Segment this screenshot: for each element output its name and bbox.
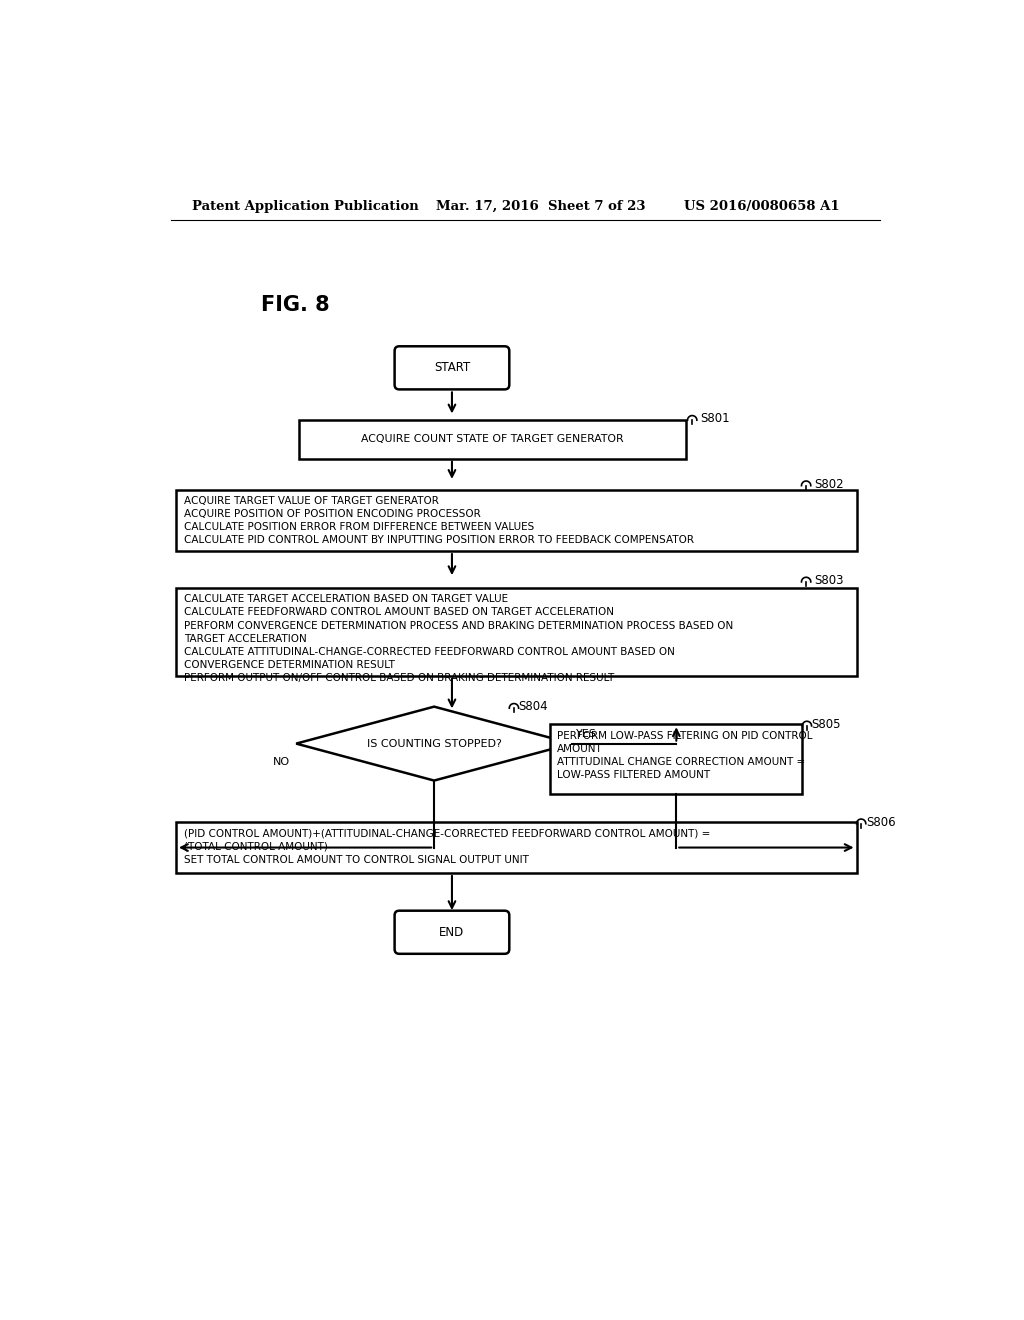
Text: ACQUIRE COUNT STATE OF TARGET GENERATOR: ACQUIRE COUNT STATE OF TARGET GENERATOR [360, 434, 624, 445]
Text: Mar. 17, 2016  Sheet 7 of 23: Mar. 17, 2016 Sheet 7 of 23 [436, 199, 646, 213]
Bar [550, 725, 802, 793]
Text: S803: S803 [814, 574, 844, 587]
Text: (PID CONTROL AMOUNT)+(ATTITUDINAL-CHANGE-CORRECTED FEEDFORWARD CONTROL AMOUNT) =: (PID CONTROL AMOUNT)+(ATTITUDINAL-CHANGE… [183, 829, 711, 865]
Text: PERFORM LOW-PASS FILTERING ON PID CONTROL
AMOUNT
ATTITUDINAL CHANGE CORRECTION A: PERFORM LOW-PASS FILTERING ON PID CONTRO… [557, 730, 812, 780]
Text: IS COUNTING STOPPED?: IS COUNTING STOPPED? [367, 739, 502, 748]
Text: END: END [439, 925, 465, 939]
Text: START: START [434, 362, 470, 375]
Text: S801: S801 [700, 412, 729, 425]
Bar [176, 490, 856, 552]
Text: S802: S802 [814, 478, 844, 491]
Bar [299, 420, 686, 459]
Text: S805: S805 [812, 718, 841, 731]
Text: ACQUIRE TARGET VALUE OF TARGET GENERATOR
ACQUIRE POSITION OF POSITION ENCODING P: ACQUIRE TARGET VALUE OF TARGET GENERATOR… [183, 496, 694, 545]
FancyBboxPatch shape [394, 911, 509, 954]
Text: S804: S804 [518, 701, 548, 714]
Text: YES: YES [575, 730, 597, 739]
Text: FIG. 8: FIG. 8 [261, 294, 330, 314]
Bar [176, 822, 856, 873]
Bar [176, 589, 856, 676]
Text: Patent Application Publication: Patent Application Publication [191, 199, 418, 213]
Text: US 2016/0080658 A1: US 2016/0080658 A1 [684, 199, 840, 213]
FancyBboxPatch shape [394, 346, 509, 389]
Text: NO: NO [272, 758, 290, 767]
Polygon shape [296, 706, 572, 780]
Text: CALCULATE TARGET ACCELERATION BASED ON TARGET VALUE
CALCULATE FEEDFORWARD CONTRO: CALCULATE TARGET ACCELERATION BASED ON T… [183, 594, 733, 684]
Text: S806: S806 [866, 816, 895, 829]
